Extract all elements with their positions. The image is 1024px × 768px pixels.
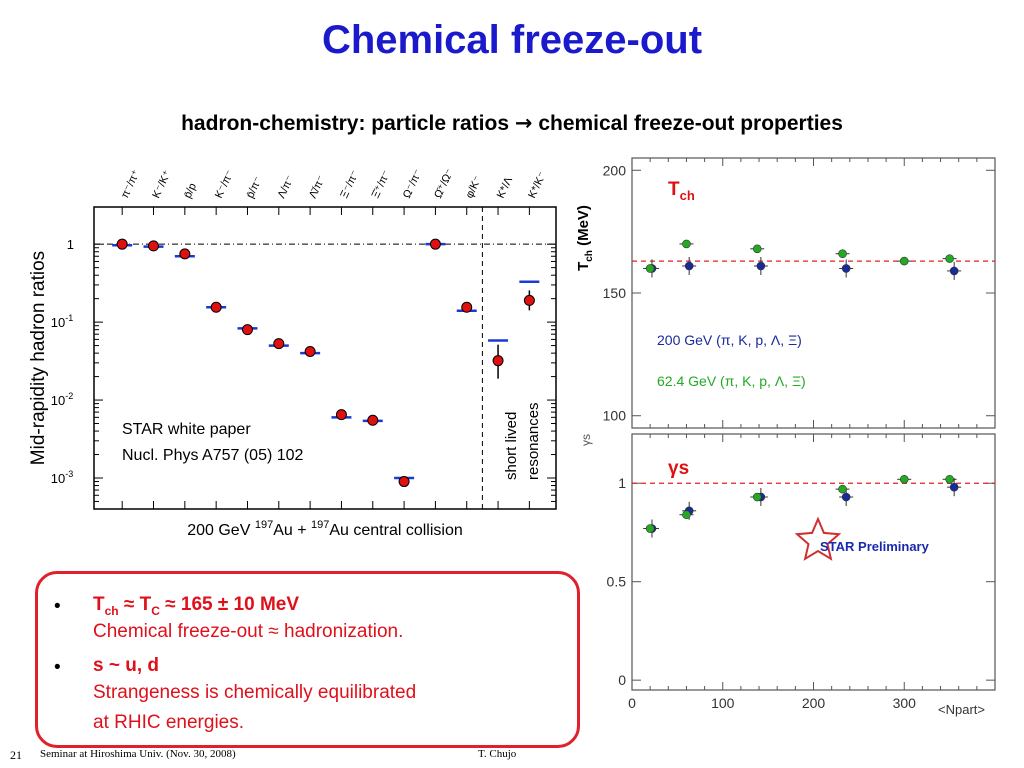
x-tick-label: 0	[628, 695, 636, 711]
category-label: Ω⁻/π⁻	[401, 167, 425, 200]
data-point	[461, 301, 473, 313]
data-point	[752, 244, 762, 254]
slide-title: Chemical freeze-out	[321, 18, 703, 62]
x-tick-label: 300	[893, 695, 917, 711]
data-point	[838, 484, 847, 494]
category-label: Λ/π⁻	[276, 173, 297, 200]
category-label: π⁻/π⁺	[119, 168, 143, 200]
y-axis-label: Mid-rapidity hadron ratios	[28, 251, 49, 465]
category-label: Ω̄⁺/Ω⁻	[432, 167, 456, 200]
data-point	[945, 474, 954, 484]
data-point	[682, 510, 691, 520]
data-point	[682, 239, 691, 249]
category-label: K*/K⁻	[526, 170, 549, 200]
data-point	[899, 256, 909, 266]
data-point	[429, 238, 441, 250]
bullet-2-main: s ~ u, d	[93, 655, 159, 676]
data-point	[116, 238, 128, 250]
data-point	[645, 524, 655, 533]
annotation-short-lived: short lived	[503, 412, 520, 480]
bullet-2-line1: Strangeness is chemically equilibrated	[93, 682, 417, 703]
category-label: K*/Λ	[495, 175, 515, 201]
panel-label: Tch	[668, 179, 695, 203]
right-arrow-icon: →	[514, 111, 533, 135]
x-axis-label: <Npart>	[938, 702, 985, 717]
y-tick-label: 0	[618, 672, 626, 688]
data-point	[179, 248, 191, 260]
x-tick-label: 200	[802, 695, 826, 711]
bullet-1-text: Chemical freeze-out ≈ hadronization.	[93, 621, 404, 642]
category-label: K⁻/π⁻	[213, 168, 236, 200]
data-point	[949, 482, 959, 492]
y-tick-label: 150	[603, 285, 627, 301]
data-point	[899, 474, 909, 484]
bullet-dot: •	[54, 596, 61, 617]
star-icon	[794, 516, 842, 561]
category-label: φ/K⁻	[464, 174, 485, 200]
category-label: p̄/p	[182, 181, 199, 200]
annotation-reference: Nucl. Phys A757 (05) 102	[122, 447, 304, 464]
data-point	[841, 264, 851, 273]
ratio-chart: 1 10-1 10-2 10-3 π⁻/π⁺ K⁻/K⁺ p̄/p K⁻/π⁻ p̄/π⁻ Λ/π…	[28, 167, 557, 539]
category-label: p̄/π⁻	[244, 175, 264, 201]
data-point	[841, 492, 851, 502]
bullet-1-main: Tch ≈ TC ≈ 165 ± 10 MeV	[93, 594, 300, 618]
data-point	[335, 409, 347, 421]
category-label: K⁻/K⁺	[150, 168, 173, 200]
footer-author: T. Chujo	[478, 748, 517, 760]
slide-number: 21	[10, 748, 22, 762]
subtitle-right: chemical freeze-out properties	[538, 112, 843, 135]
category-label: Ξ̄⁺/π⁻	[370, 168, 393, 200]
x-axis-label: 200 GeV 197Au + 197Au central collision	[187, 519, 463, 539]
data-point	[752, 492, 762, 502]
plot-frame	[93, 206, 557, 510]
data-point	[945, 254, 954, 263]
bullet-dot: •	[54, 657, 61, 678]
bullet-2-line2: at RHIC energies.	[93, 712, 245, 733]
data-point	[398, 476, 410, 488]
category-label: Ξ⁻/π⁻	[338, 168, 361, 200]
data-point	[949, 266, 959, 276]
x-tick-label: 100	[711, 695, 735, 711]
footer-seminar: Seminar at Hiroshima Univ. (Nov. 30, 200…	[40, 748, 236, 760]
data-point	[210, 301, 222, 313]
y-tick-label: 10-1	[51, 313, 73, 330]
tch-chart: 100 150 200 Tch Tch (MeV) 200 GeV (π, K, p, Λ…	[575, 157, 996, 429]
y-tick-label: 1	[67, 237, 74, 252]
data-point	[304, 345, 316, 357]
preliminary-badge: STAR Preliminary	[820, 539, 930, 554]
data-point	[645, 264, 655, 273]
annotation-source: STAR white paper	[122, 421, 251, 438]
data-point	[684, 261, 694, 271]
y-axis-label: Tch (MeV)	[575, 205, 595, 271]
data-point	[273, 338, 285, 350]
data-point	[492, 355, 504, 367]
panel-label: γs	[668, 458, 689, 479]
summary-box: • Tch ≈ TC ≈ 165 ± 10 MeV Chemical freez…	[35, 571, 580, 748]
legend-200gev: 200 GeV (π, K, p, Λ, Ξ)	[657, 332, 802, 348]
legend-62gev: 62.4 GeV (π, K, p, Λ, Ξ)	[657, 373, 806, 389]
data-point	[241, 324, 253, 336]
y-tick-label: 10-2	[51, 391, 73, 408]
subtitle-left: hadron-chemistry: particle ratios	[181, 112, 510, 135]
y-tick-label: 200	[603, 162, 627, 178]
gammas-chart: 0 0.5 1 0 100 200 300 <Npart> γs γs STAR Prelimina…	[579, 433, 996, 717]
slide-subtitle: hadron-chemistry: particle ratios → chem…	[0, 111, 1024, 136]
data-point	[148, 240, 160, 252]
category-label: Λ̄/π⁻	[307, 173, 328, 200]
data-point	[756, 261, 766, 271]
y-tick-label: 10-3	[51, 469, 73, 486]
data-point	[838, 249, 847, 259]
y-tick-label: 100	[603, 408, 627, 424]
y-axis-label: γs	[579, 434, 593, 446]
annotation-resonances: resonances	[525, 402, 542, 480]
y-tick-label: 0.5	[607, 574, 627, 590]
data-point	[523, 294, 535, 306]
y-tick-label: 1	[618, 475, 626, 491]
data-point	[367, 414, 379, 426]
